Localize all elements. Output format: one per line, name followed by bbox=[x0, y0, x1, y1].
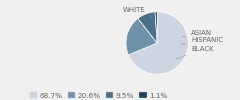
Wedge shape bbox=[138, 12, 157, 43]
Text: WHITE: WHITE bbox=[123, 7, 152, 16]
Wedge shape bbox=[155, 12, 157, 43]
Text: BLACK: BLACK bbox=[176, 46, 214, 59]
Text: HISPANIC: HISPANIC bbox=[181, 37, 223, 44]
Wedge shape bbox=[128, 12, 188, 74]
Text: ASIAN: ASIAN bbox=[182, 30, 212, 37]
Wedge shape bbox=[126, 18, 157, 55]
Legend: 68.7%, 20.6%, 9.5%, 1.1%: 68.7%, 20.6%, 9.5%, 1.1% bbox=[27, 90, 171, 100]
